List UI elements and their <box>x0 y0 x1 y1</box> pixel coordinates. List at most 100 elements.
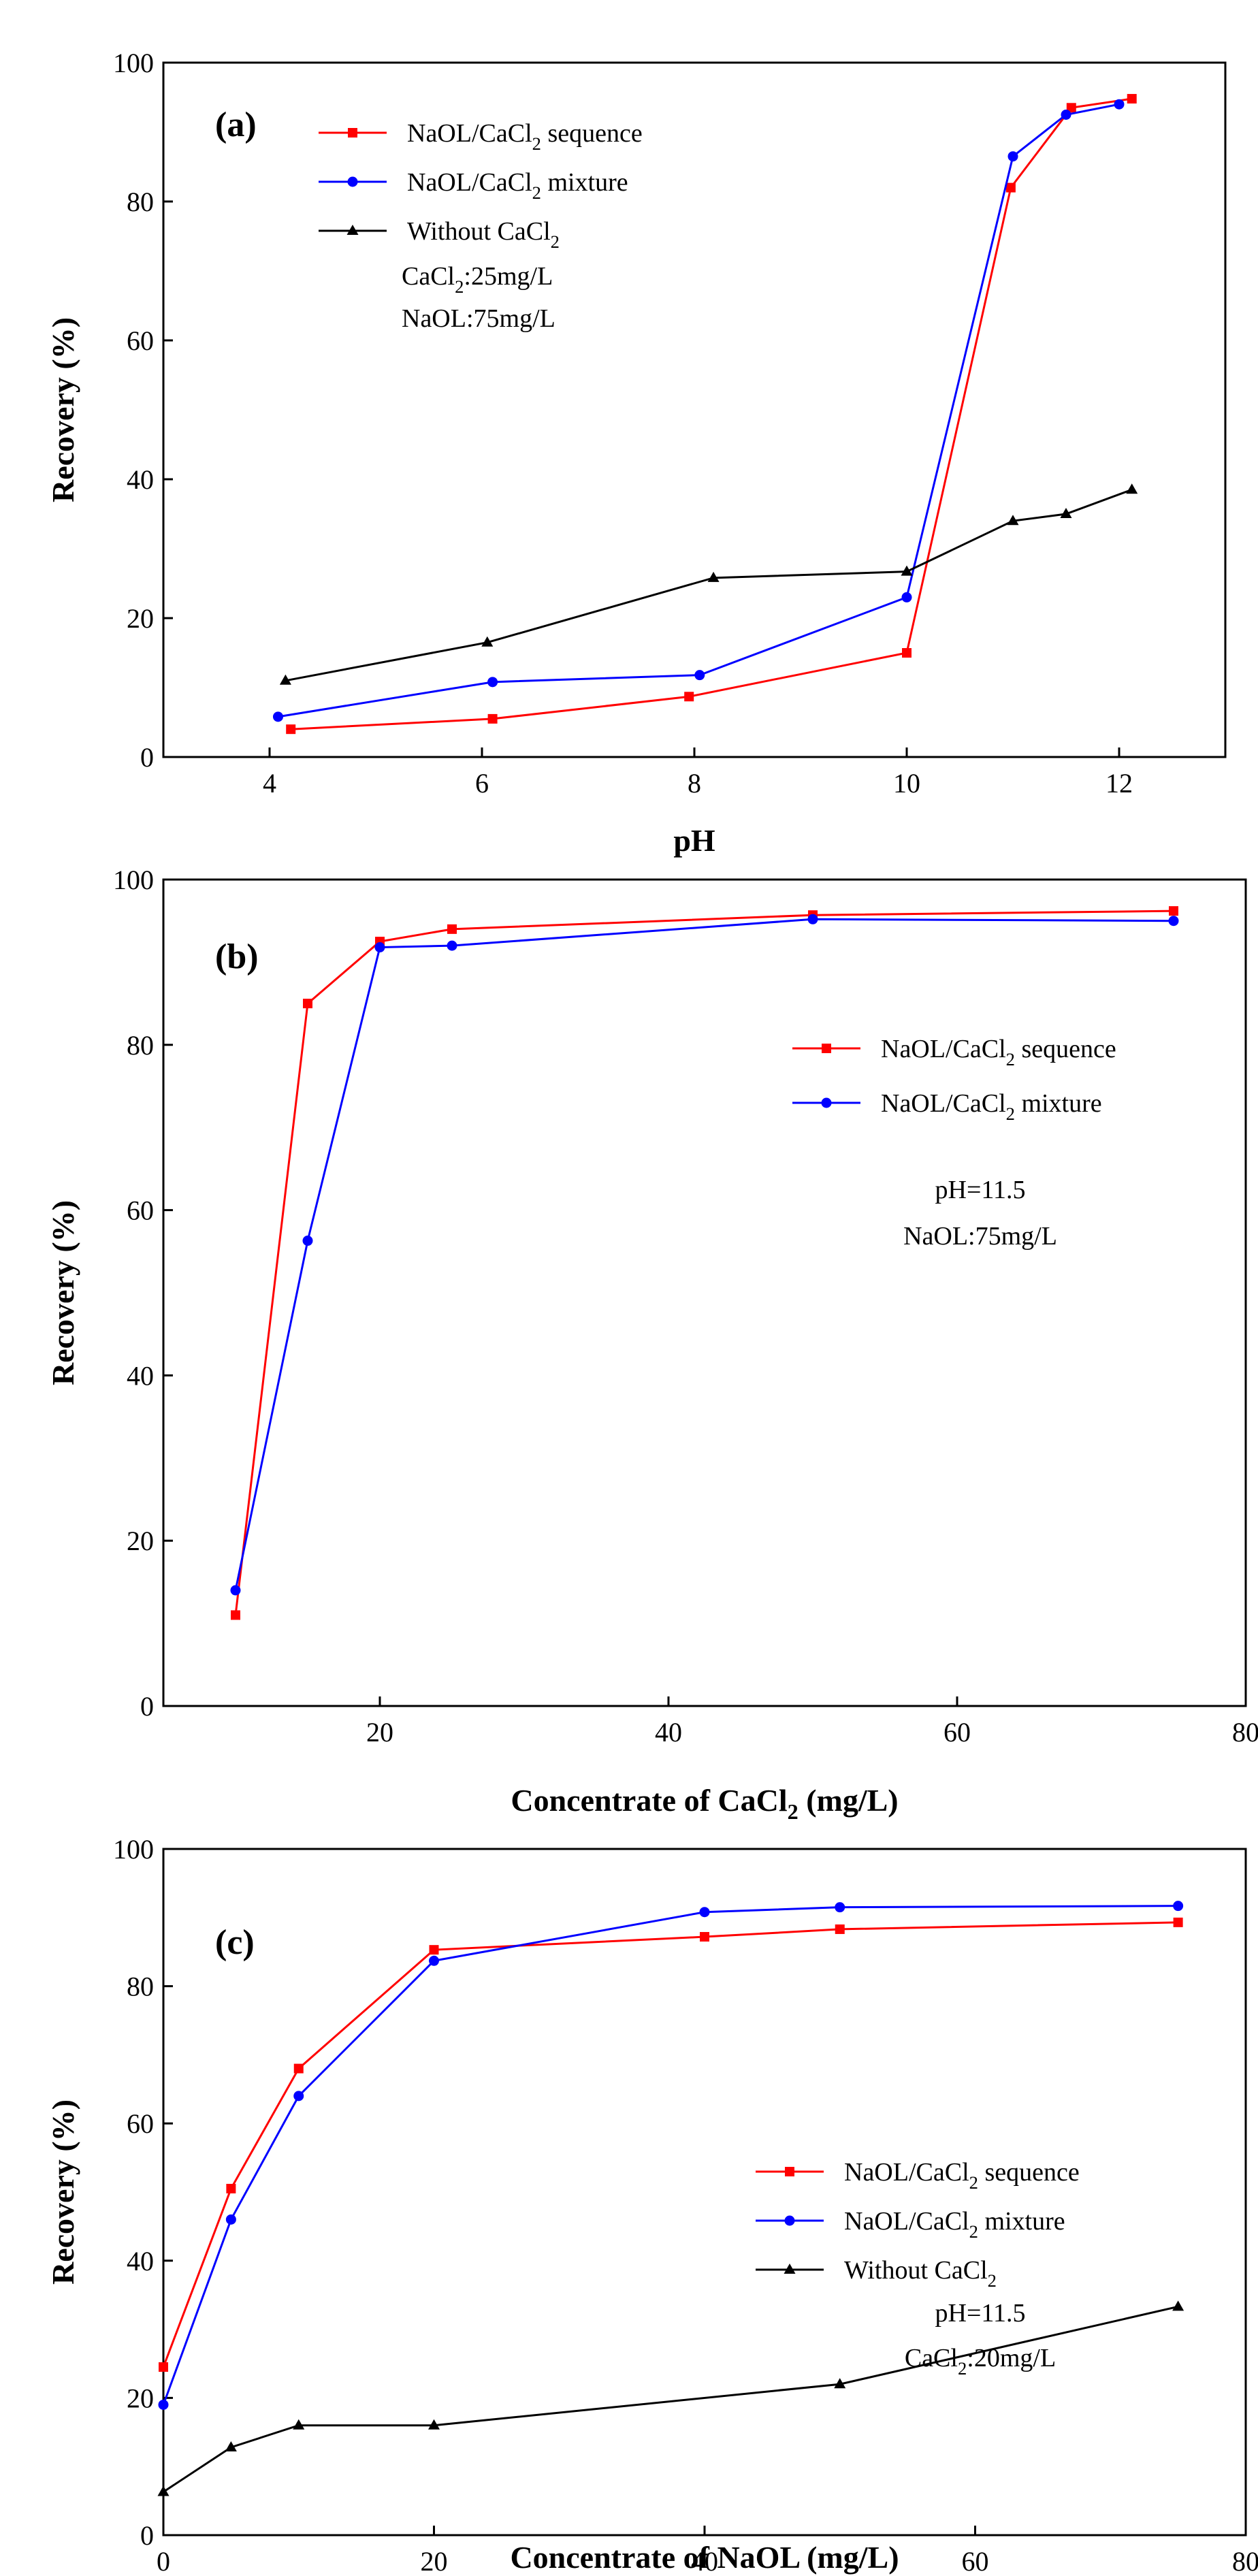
legend-label-tail: sequence <box>978 2158 1080 2187</box>
series-triangle <box>157 2300 1184 2496</box>
data-point <box>1066 103 1076 113</box>
legend-label: NaOL/CaCl2 mixture <box>407 168 628 203</box>
x-axis-title: Concentrate of NaOL (mg/L) <box>510 2540 899 2575</box>
data-point <box>158 2399 169 2410</box>
condition-note-main: CaCl <box>402 262 455 291</box>
data-point <box>1126 483 1138 494</box>
legend-label: Without CaCl2 <box>407 217 560 252</box>
data-point <box>901 592 912 602</box>
condition-note-subscript: 2 <box>455 276 464 297</box>
legend-marker <box>348 128 357 138</box>
x-tick-label: 0 <box>157 2546 170 2576</box>
condition-note-main: NaOL:75mg/L <box>402 304 555 333</box>
condition-note: NaOL:75mg/L <box>402 304 555 333</box>
x-tick-label: 80 <box>1232 2546 1258 2576</box>
x-tick-label: 12 <box>1106 768 1133 799</box>
condition-note: NaOL:75mg/L <box>903 1222 1057 1251</box>
y-tick-label: 60 <box>127 2108 154 2139</box>
data-point <box>1007 515 1019 526</box>
chart-panel-c: 0 20 40 60 80 100 0 20 40 60 80 Recovery (%) Concent… <box>46 1834 1258 2576</box>
y-tick-label: 20 <box>127 1526 154 1556</box>
data-point <box>1173 1917 1183 1927</box>
data-point <box>230 1585 241 1596</box>
legend: NaOL/CaCl2 sequence NaOL/CaCl2 mixture Wit… <box>756 2158 1080 2291</box>
series-circle <box>272 99 1125 722</box>
condition-note-subscript: 2 <box>958 2358 967 2379</box>
x-axis-title-subscript: 2 <box>788 1799 799 1824</box>
data-point <box>293 2091 304 2102</box>
x-tick-label: 8 <box>688 768 701 799</box>
plot-frame <box>162 1848 1247 2537</box>
legend-marker <box>822 1044 831 1053</box>
data-point <box>1005 182 1016 193</box>
data-point <box>157 2485 170 2496</box>
y-tick-label: 60 <box>127 1195 154 1226</box>
data-point <box>231 1610 240 1620</box>
data-point <box>293 2419 305 2430</box>
legend-label: NaOL/CaCl2 sequence <box>844 2158 1080 2193</box>
series-line <box>162 1921 1178 2368</box>
data-point <box>487 677 498 688</box>
legend-label-main: NaOL/CaCl <box>844 2207 969 2236</box>
series-line <box>163 2305 1178 2493</box>
data-point <box>226 2183 236 2193</box>
legend-marker <box>784 2264 796 2274</box>
legend-label: NaOL/CaCl2 sequence <box>881 1035 1116 1069</box>
y-tick-label: 40 <box>127 464 154 495</box>
x-tick-label: 60 <box>962 2546 989 2576</box>
x-tick-label: 80 <box>1232 1717 1258 1748</box>
y-tick-label: 100 <box>113 865 154 895</box>
series-square <box>286 94 1137 735</box>
data-point <box>694 670 705 681</box>
legend-label-tail: mixture <box>978 2207 1065 2236</box>
data-point <box>1169 906 1178 916</box>
legend-label-main: Without CaCl <box>844 2256 988 2285</box>
condition-note-main: CaCl <box>905 2344 958 2372</box>
y-tick-label: 20 <box>127 603 154 634</box>
y-axis-title: Recovery (%) <box>46 2099 80 2285</box>
data-point <box>684 692 694 702</box>
data-point <box>807 914 818 924</box>
data-point <box>487 713 498 724</box>
condition-note-main: pH=11.5 <box>935 1176 1026 1204</box>
legend-marker <box>785 2167 794 2176</box>
x-axis-title-main: Concentrate of CaCl <box>511 1783 787 1818</box>
series-line <box>278 103 1120 718</box>
y-tick-label: 0 <box>140 2520 154 2551</box>
series-circle <box>158 1901 1184 2410</box>
x-axis-title: pH <box>673 823 715 858</box>
legend-label-tail: mixture <box>1015 1089 1102 1118</box>
legend-marker <box>346 225 359 235</box>
legend-marker <box>784 2215 795 2226</box>
condition-note-tail: :20mg/L <box>967 2344 1056 2372</box>
chart-panel-a: 0 20 40 60 80 100 4 6 8 10 12 Recovery (%) pH (a) NaOL… <box>46 48 1227 858</box>
legend-label-main: NaOL/CaCl <box>881 1089 1006 1118</box>
panel-label: (a) <box>215 106 257 144</box>
data-point <box>902 648 912 658</box>
legend-marker <box>821 1097 832 1108</box>
data-point <box>1172 2300 1184 2311</box>
data-point <box>481 636 494 647</box>
series-line <box>234 918 1174 1591</box>
legend-label-subscript: 2 <box>532 133 541 154</box>
x-tick-label: 10 <box>893 768 920 799</box>
condition-note-main: pH=11.5 <box>935 2299 1026 2328</box>
x-tick-label: 20 <box>421 2546 448 2576</box>
condition-note: pH=11.5 <box>935 2299 1026 2328</box>
data-point <box>1114 99 1125 110</box>
y-tick-label: 80 <box>127 1030 154 1061</box>
x-tick-label: 20 <box>366 1717 393 1748</box>
legend-label-subscript: 2 <box>969 2172 978 2193</box>
data-point <box>279 674 291 685</box>
y-tick-label: 80 <box>127 1971 154 2002</box>
condition-note: pH=11.5 <box>935 1176 1026 1204</box>
data-point <box>225 2214 236 2225</box>
x-tick-label: 4 <box>263 768 276 799</box>
legend-label: NaOL/CaCl2 sequence <box>407 119 643 154</box>
chart-panel-b: 0 20 40 60 80 100 20 40 60 80 Recovery (%) Concentr… <box>46 865 1258 1824</box>
plot-frame <box>162 878 1247 1707</box>
data-point <box>1127 94 1137 104</box>
series-line <box>285 488 1133 682</box>
